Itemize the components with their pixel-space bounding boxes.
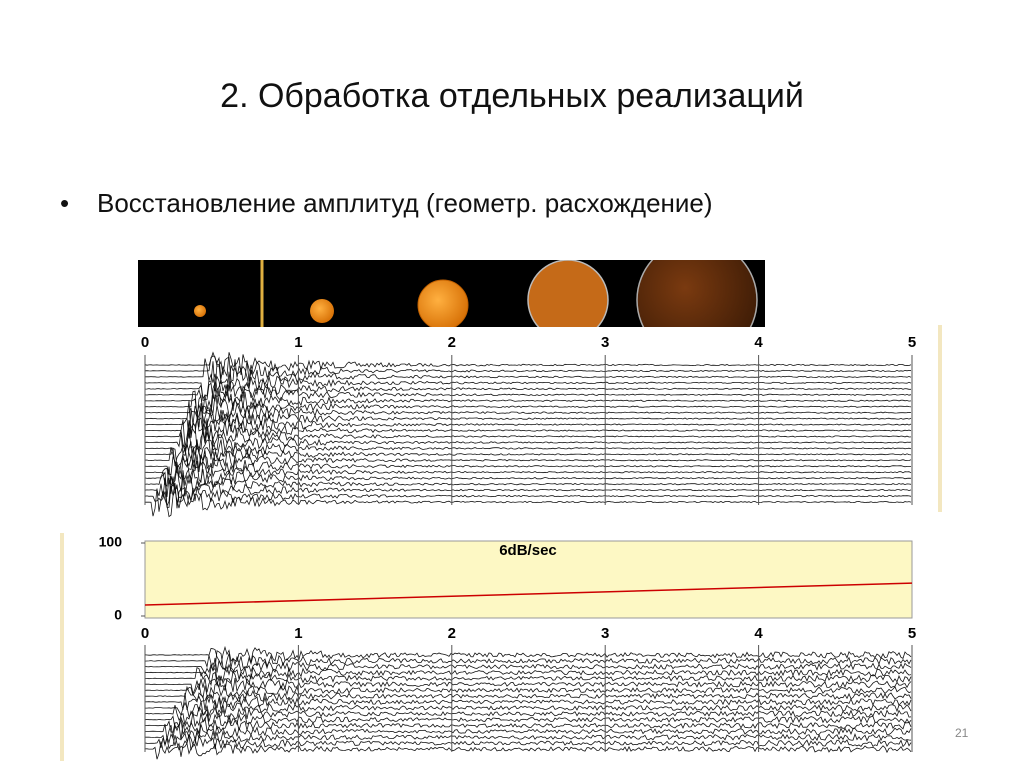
- seismic-trace: [145, 723, 912, 741]
- slide-title: 2. Обработка отдельных реализаций: [220, 77, 804, 115]
- seismic-trace: [144, 711, 912, 729]
- bullet-text: Восстановление амплитуд (геометр. расхож…: [97, 188, 713, 218]
- seismic-trace: [144, 400, 912, 435]
- seismic-trace: [144, 645, 912, 666]
- seismic-trace: [145, 729, 912, 746]
- seismic-trace: [144, 740, 912, 760]
- seismic-trace: [144, 382, 912, 412]
- seismic-trace: [145, 666, 912, 689]
- seismic-trace: [144, 454, 911, 481]
- gain-line: [144, 582, 913, 606]
- seismic-trace: [144, 439, 912, 467]
- seismic-trace: [144, 355, 912, 382]
- seismic-trace: [144, 457, 912, 487]
- seismic-trace: [144, 410, 912, 439]
- seismic-trace: [144, 351, 912, 380]
- gain-x-tick-label: 2: [448, 625, 456, 642]
- gain-y-tick-label: 100: [99, 534, 123, 550]
- sphere: [417, 279, 469, 327]
- seismic-trace: [145, 700, 912, 718]
- time-tick-label: 0: [141, 334, 149, 351]
- spheres: [194, 260, 758, 327]
- seismic-trace: [144, 471, 912, 499]
- seismic-trace: [145, 677, 912, 695]
- sphere: [636, 260, 758, 327]
- seismic-trace: [144, 390, 912, 419]
- gain-title: 6dB/sec: [499, 542, 557, 559]
- gain-x-tick-label: 0: [141, 625, 149, 642]
- seismic-trace: [145, 358, 912, 392]
- seismic-trace: [144, 427, 912, 456]
- edge-strip: [60, 533, 64, 761]
- time-tick-label: 4: [754, 334, 763, 351]
- seismic-trace: [145, 488, 912, 518]
- seismic-trace: [144, 375, 911, 402]
- seismic-trace: [144, 417, 912, 448]
- seismic-trace: [144, 401, 912, 428]
- bullet-mark: •: [60, 188, 69, 218]
- seismic-trace: [144, 650, 912, 672]
- seismic-trace: [144, 735, 912, 751]
- seismic-trace: [144, 388, 912, 416]
- sphere: [310, 299, 334, 323]
- sphere: [194, 305, 206, 317]
- time-tick-label: 5: [908, 334, 916, 351]
- gain-x-tick-label: 3: [601, 625, 609, 642]
- time-tick-label: 2: [448, 334, 456, 351]
- seismic-trace: [144, 447, 912, 476]
- seismic-trace: [144, 692, 912, 711]
- seismic-trace: [145, 419, 912, 451]
- page-number: 21: [955, 726, 969, 740]
- seismic-trace: [144, 657, 912, 675]
- gain-y-tick-label: 0: [114, 607, 122, 623]
- seismic-trace: [144, 441, 912, 469]
- seismic-trace: [144, 466, 912, 492]
- seismic-trace: [144, 705, 912, 724]
- seismic-trace: [144, 685, 912, 706]
- seismic-trace: [144, 716, 912, 736]
- edge-strip: [938, 325, 942, 512]
- gain-plot-area: [144, 540, 913, 619]
- time-tick-label: 1: [294, 334, 302, 351]
- seismic-trace: [144, 662, 912, 681]
- gain-x-tick-label: 1: [294, 625, 302, 642]
- time-tick-label: 3: [601, 334, 609, 351]
- sphere: [527, 260, 609, 327]
- seismic-trace: [144, 482, 912, 509]
- gain-x-tick-label: 4: [754, 625, 763, 642]
- gain-x-tick-label: 5: [908, 625, 916, 642]
